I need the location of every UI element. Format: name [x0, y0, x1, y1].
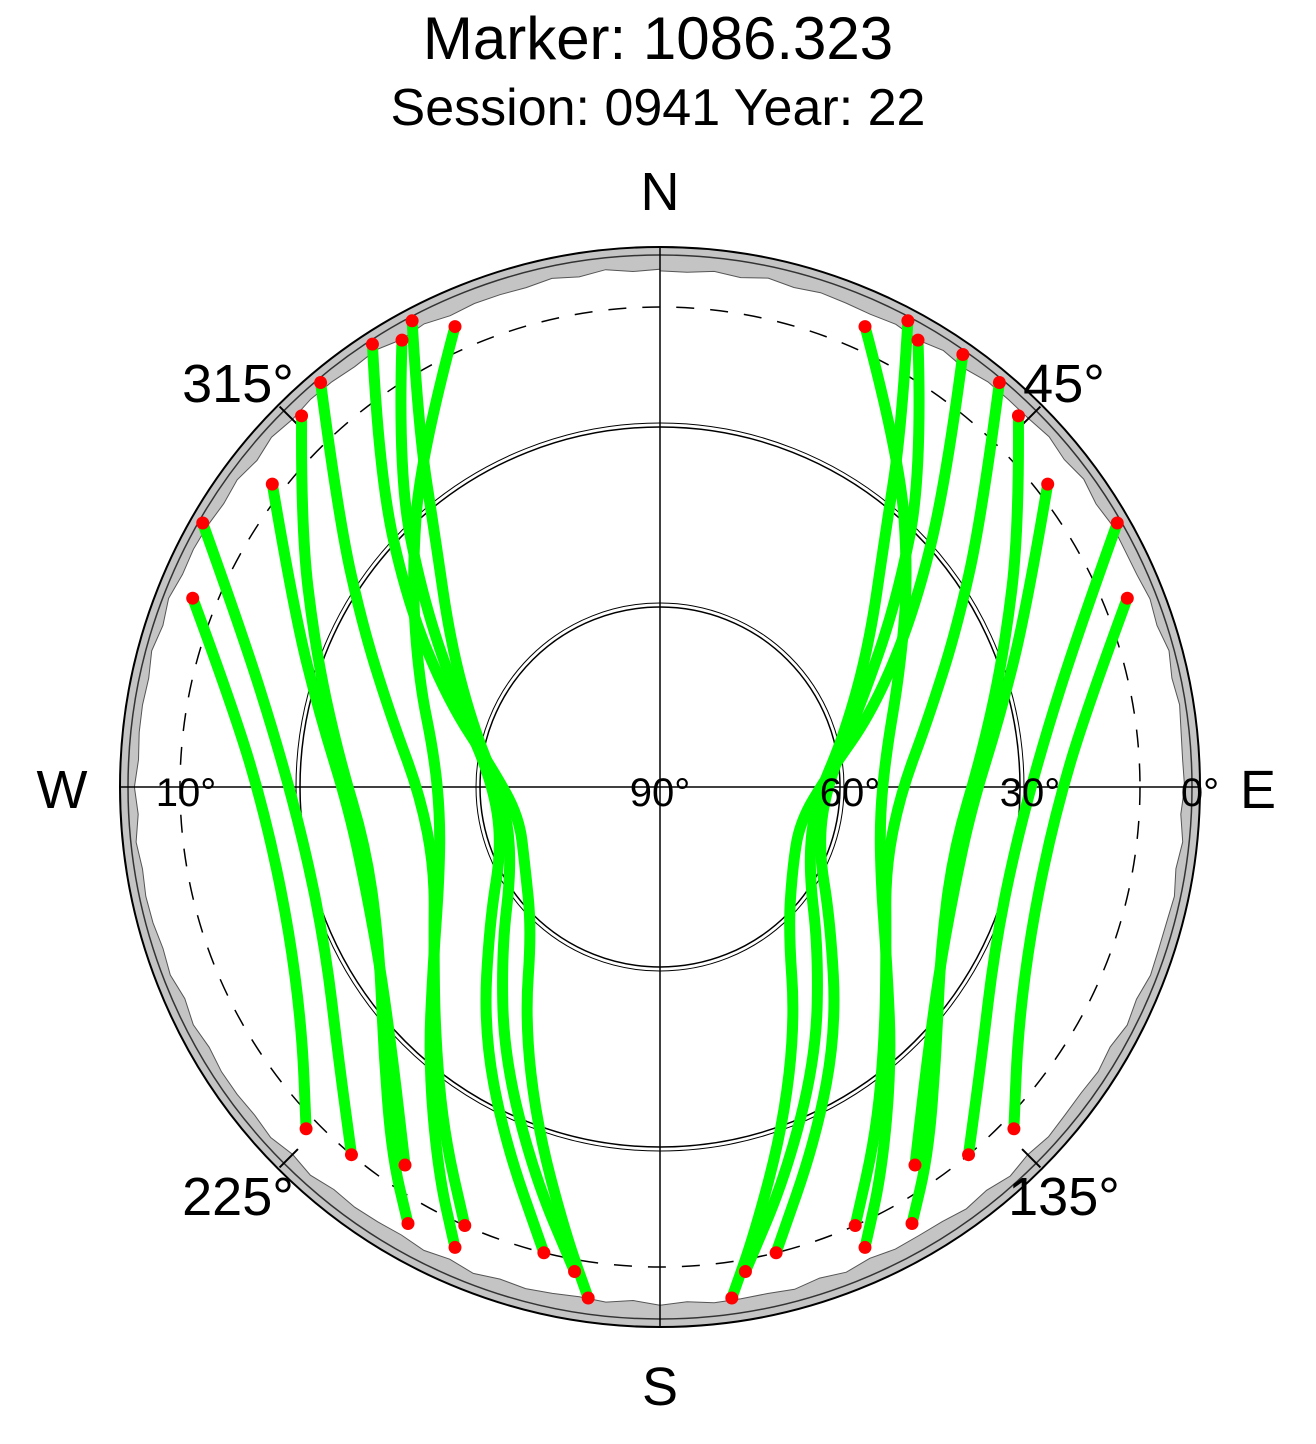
track-endpoint	[265, 477, 279, 491]
track-endpoint	[448, 1240, 462, 1254]
track-endpoint	[537, 1246, 551, 1260]
track-endpoint	[365, 337, 379, 351]
track-endpoint	[1011, 409, 1025, 423]
label-layer: N S E W 45° 135° 225° 315° 0° 30° 60° 90° 10°	[37, 162, 1277, 1417]
satellite-track	[366, 338, 594, 1304]
azimuth-label: 225°	[182, 1167, 294, 1227]
compass-east: E	[1240, 760, 1276, 820]
track-endpoint	[1041, 477, 1055, 491]
track-endpoint	[568, 1265, 582, 1279]
satellite-track	[1008, 592, 1133, 1135]
compass-west: W	[37, 760, 88, 820]
azimuth-tick	[1021, 405, 1042, 426]
track-endpoint	[405, 314, 419, 328]
satellite-track	[197, 517, 357, 1161]
satellite-track	[296, 410, 414, 1229]
azimuth-tick	[278, 1148, 299, 1169]
track-endpoint	[458, 1219, 472, 1233]
satellite-track	[739, 315, 914, 1277]
satellite-track	[395, 334, 550, 1259]
track-endpoint	[908, 1158, 922, 1172]
track-endpoint	[901, 314, 915, 328]
track-endpoint	[299, 1122, 313, 1136]
chart-title: Marker: 1086.323	[422, 5, 894, 72]
elevation-label: 90°	[630, 771, 691, 815]
track-endpoint	[992, 376, 1006, 390]
track-endpoint	[911, 333, 925, 347]
grid-layer	[120, 247, 1200, 1327]
track-endpoint	[186, 591, 200, 605]
satellite-track	[315, 377, 471, 1231]
elevation-label: 60°	[820, 771, 881, 815]
satellite-track	[963, 517, 1123, 1161]
satellite-track	[187, 592, 312, 1135]
track-endpoint	[858, 320, 872, 334]
track-endpoint	[314, 376, 328, 390]
azimuth-label: 315°	[182, 354, 294, 414]
azimuth-tick	[1021, 1148, 1042, 1169]
track-endpoint	[395, 333, 409, 347]
satellite-track	[770, 334, 925, 1259]
track-endpoint	[769, 1246, 783, 1260]
track-endpoint	[344, 1148, 358, 1162]
track-endpoint	[858, 1240, 872, 1254]
track-endpoint	[738, 1265, 752, 1279]
chart-subtitle: Session: 0941 Year: 22	[390, 79, 926, 137]
compass-south: S	[642, 1357, 678, 1417]
compass-north: N	[641, 162, 680, 222]
track-endpoint	[1007, 1122, 1021, 1136]
track-endpoint	[905, 1216, 919, 1230]
track-endpoint	[1120, 591, 1134, 605]
track-endpoint	[581, 1291, 595, 1305]
track-layer	[186, 314, 1134, 1305]
azimuth-label: 135°	[1008, 1167, 1120, 1227]
elevation-label: 30°	[1000, 771, 1061, 815]
satellite-track	[726, 349, 969, 1304]
track-endpoint	[295, 409, 309, 423]
azimuth-tick	[278, 405, 299, 426]
track-endpoint	[196, 516, 210, 530]
satellite-track	[906, 410, 1024, 1229]
track-endpoint	[725, 1291, 739, 1305]
track-endpoint	[398, 1158, 412, 1172]
elevation-label: 10°	[156, 771, 217, 815]
azimuth-label: 45°	[1023, 354, 1105, 414]
track-endpoint	[448, 320, 462, 334]
satellite-track	[406, 315, 581, 1277]
satellite-track	[849, 377, 1005, 1231]
track-endpoint	[962, 1148, 976, 1162]
track-endpoint	[1110, 516, 1124, 530]
track-endpoint	[401, 1216, 415, 1230]
track-endpoint	[956, 347, 970, 361]
track-endpoint	[848, 1219, 862, 1233]
elevation-label: 0°	[1181, 771, 1219, 815]
